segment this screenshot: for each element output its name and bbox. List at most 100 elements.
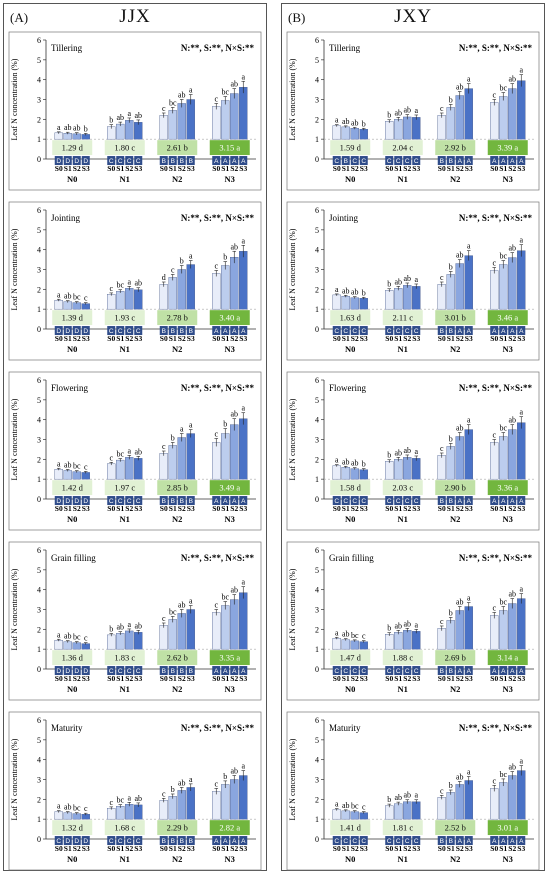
group-label: N3 xyxy=(225,344,235,354)
y-tick-label: 0 xyxy=(37,495,41,504)
y-axis-label: Leaf N concentration (%) xyxy=(10,228,19,310)
group-mean-label: 1.88 c xyxy=(392,653,413,663)
group-label: N1 xyxy=(398,854,408,864)
y-tick-label: 4 xyxy=(315,416,319,425)
significance-letter: ab xyxy=(134,794,142,803)
bar-N3-S1 xyxy=(221,100,230,140)
group-mean-label: 1.41 d xyxy=(340,823,362,833)
mean-band xyxy=(209,310,250,326)
bar-N2-S2 xyxy=(177,269,186,310)
group-mean-label: 1.80 c xyxy=(114,143,135,153)
letter-box xyxy=(464,836,473,846)
significance-letter: ab xyxy=(73,124,81,133)
bar-N1-S2 xyxy=(403,116,412,140)
letter-box xyxy=(412,836,421,846)
letter-box xyxy=(385,836,394,846)
group-label: N0 xyxy=(345,174,355,184)
bar-N1-S1 xyxy=(116,123,125,140)
group-mean-label: 2.52 b xyxy=(445,823,466,833)
bar-N3-S3 xyxy=(239,775,248,820)
box-letter: B xyxy=(189,498,193,505)
y-tick-label: 6 xyxy=(315,376,319,385)
box-letter: C xyxy=(343,328,348,335)
x-tick-label: S1 xyxy=(447,844,455,853)
x-tick-label: S0 xyxy=(438,504,446,513)
panel-title: Grain filling xyxy=(51,553,96,563)
box-letter: C xyxy=(136,328,141,335)
bar-N3-S3 xyxy=(239,251,248,310)
letter-box xyxy=(508,666,517,676)
bar-N3-S1 xyxy=(499,96,508,140)
significance-letter: ab xyxy=(403,446,411,455)
x-tick-label: S2 xyxy=(508,504,516,513)
x-tick-label: S2 xyxy=(351,164,359,173)
letter-box xyxy=(107,326,116,336)
significance-letter: a xyxy=(57,459,61,468)
bar-N2-S0 xyxy=(159,284,168,310)
group-label: N3 xyxy=(503,344,513,354)
bar-N0-S1 xyxy=(341,296,350,310)
significance-letter: bc xyxy=(499,252,507,261)
letter-box xyxy=(455,836,464,846)
box-letter: C xyxy=(361,498,366,505)
x-tick-label: S0 xyxy=(385,844,393,853)
significance-letter: ab xyxy=(394,108,402,117)
letter-box xyxy=(350,836,359,846)
box-letter: A xyxy=(519,158,524,165)
group-mean-label: 1.59 d xyxy=(340,143,362,153)
group-label: N0 xyxy=(345,344,355,354)
bar-N2-S3 xyxy=(186,609,195,650)
box-letter: A xyxy=(223,838,228,845)
letter-box xyxy=(359,666,368,676)
x-tick-label: S0 xyxy=(160,164,168,173)
panel-frame xyxy=(286,201,540,361)
bar-N1-S1 xyxy=(116,459,125,480)
significance-letter: b xyxy=(387,280,391,289)
x-tick-label: S3 xyxy=(465,334,473,343)
letter-box xyxy=(63,496,72,506)
bar-N3-S0 xyxy=(490,102,499,140)
bar-N3-S3 xyxy=(239,87,248,140)
significance-letter: ab xyxy=(230,767,238,776)
bar-N2-S0 xyxy=(159,800,168,820)
letter-box xyxy=(508,156,517,166)
group-mean-label: 2.62 b xyxy=(167,653,188,663)
letter-box xyxy=(107,836,116,846)
significance-letter: ab xyxy=(403,274,411,283)
group-label: N1 xyxy=(120,854,130,864)
letter-box xyxy=(212,836,221,846)
box-letter: B xyxy=(449,498,453,505)
box-letter: C xyxy=(405,158,410,165)
x-tick-label: S1 xyxy=(64,164,72,173)
letter-box xyxy=(499,666,508,676)
bar-N3-S0 xyxy=(212,442,221,480)
letter-box xyxy=(359,156,368,166)
letter-box xyxy=(332,496,341,506)
x-tick-label: S3 xyxy=(412,504,420,513)
significance-letter: bc xyxy=(499,424,507,433)
y-axis-label: Leaf N concentration (%) xyxy=(10,738,19,820)
box-letter: A xyxy=(467,498,472,505)
significance-letter: ab xyxy=(64,123,72,132)
box-letter: C xyxy=(127,158,132,165)
box-letter: C xyxy=(396,158,401,165)
x-tick-label: S3 xyxy=(134,844,142,853)
y-tick-label: 1 xyxy=(315,135,319,144)
x-tick-label: S2 xyxy=(351,504,359,513)
bar-N0-S0 xyxy=(332,125,341,140)
significance-letter: bc xyxy=(73,804,81,813)
box-letter: A xyxy=(232,668,237,675)
x-tick-label: S3 xyxy=(239,844,247,853)
significance-letter: a xyxy=(241,762,245,771)
y-axis-label: Leaf N concentration (%) xyxy=(288,398,297,480)
letter-box xyxy=(350,496,359,506)
bar-N1-S2 xyxy=(125,457,134,480)
letter-box xyxy=(394,496,403,506)
y-tick-label: 5 xyxy=(315,736,319,745)
letter-box xyxy=(350,326,359,336)
bar-N2-S3 xyxy=(186,787,195,820)
significance-letter: c xyxy=(440,617,444,626)
y-axis-label: Leaf N concentration (%) xyxy=(288,228,297,310)
y-tick-label: 2 xyxy=(315,285,319,294)
bar-N0-S1 xyxy=(341,467,350,480)
